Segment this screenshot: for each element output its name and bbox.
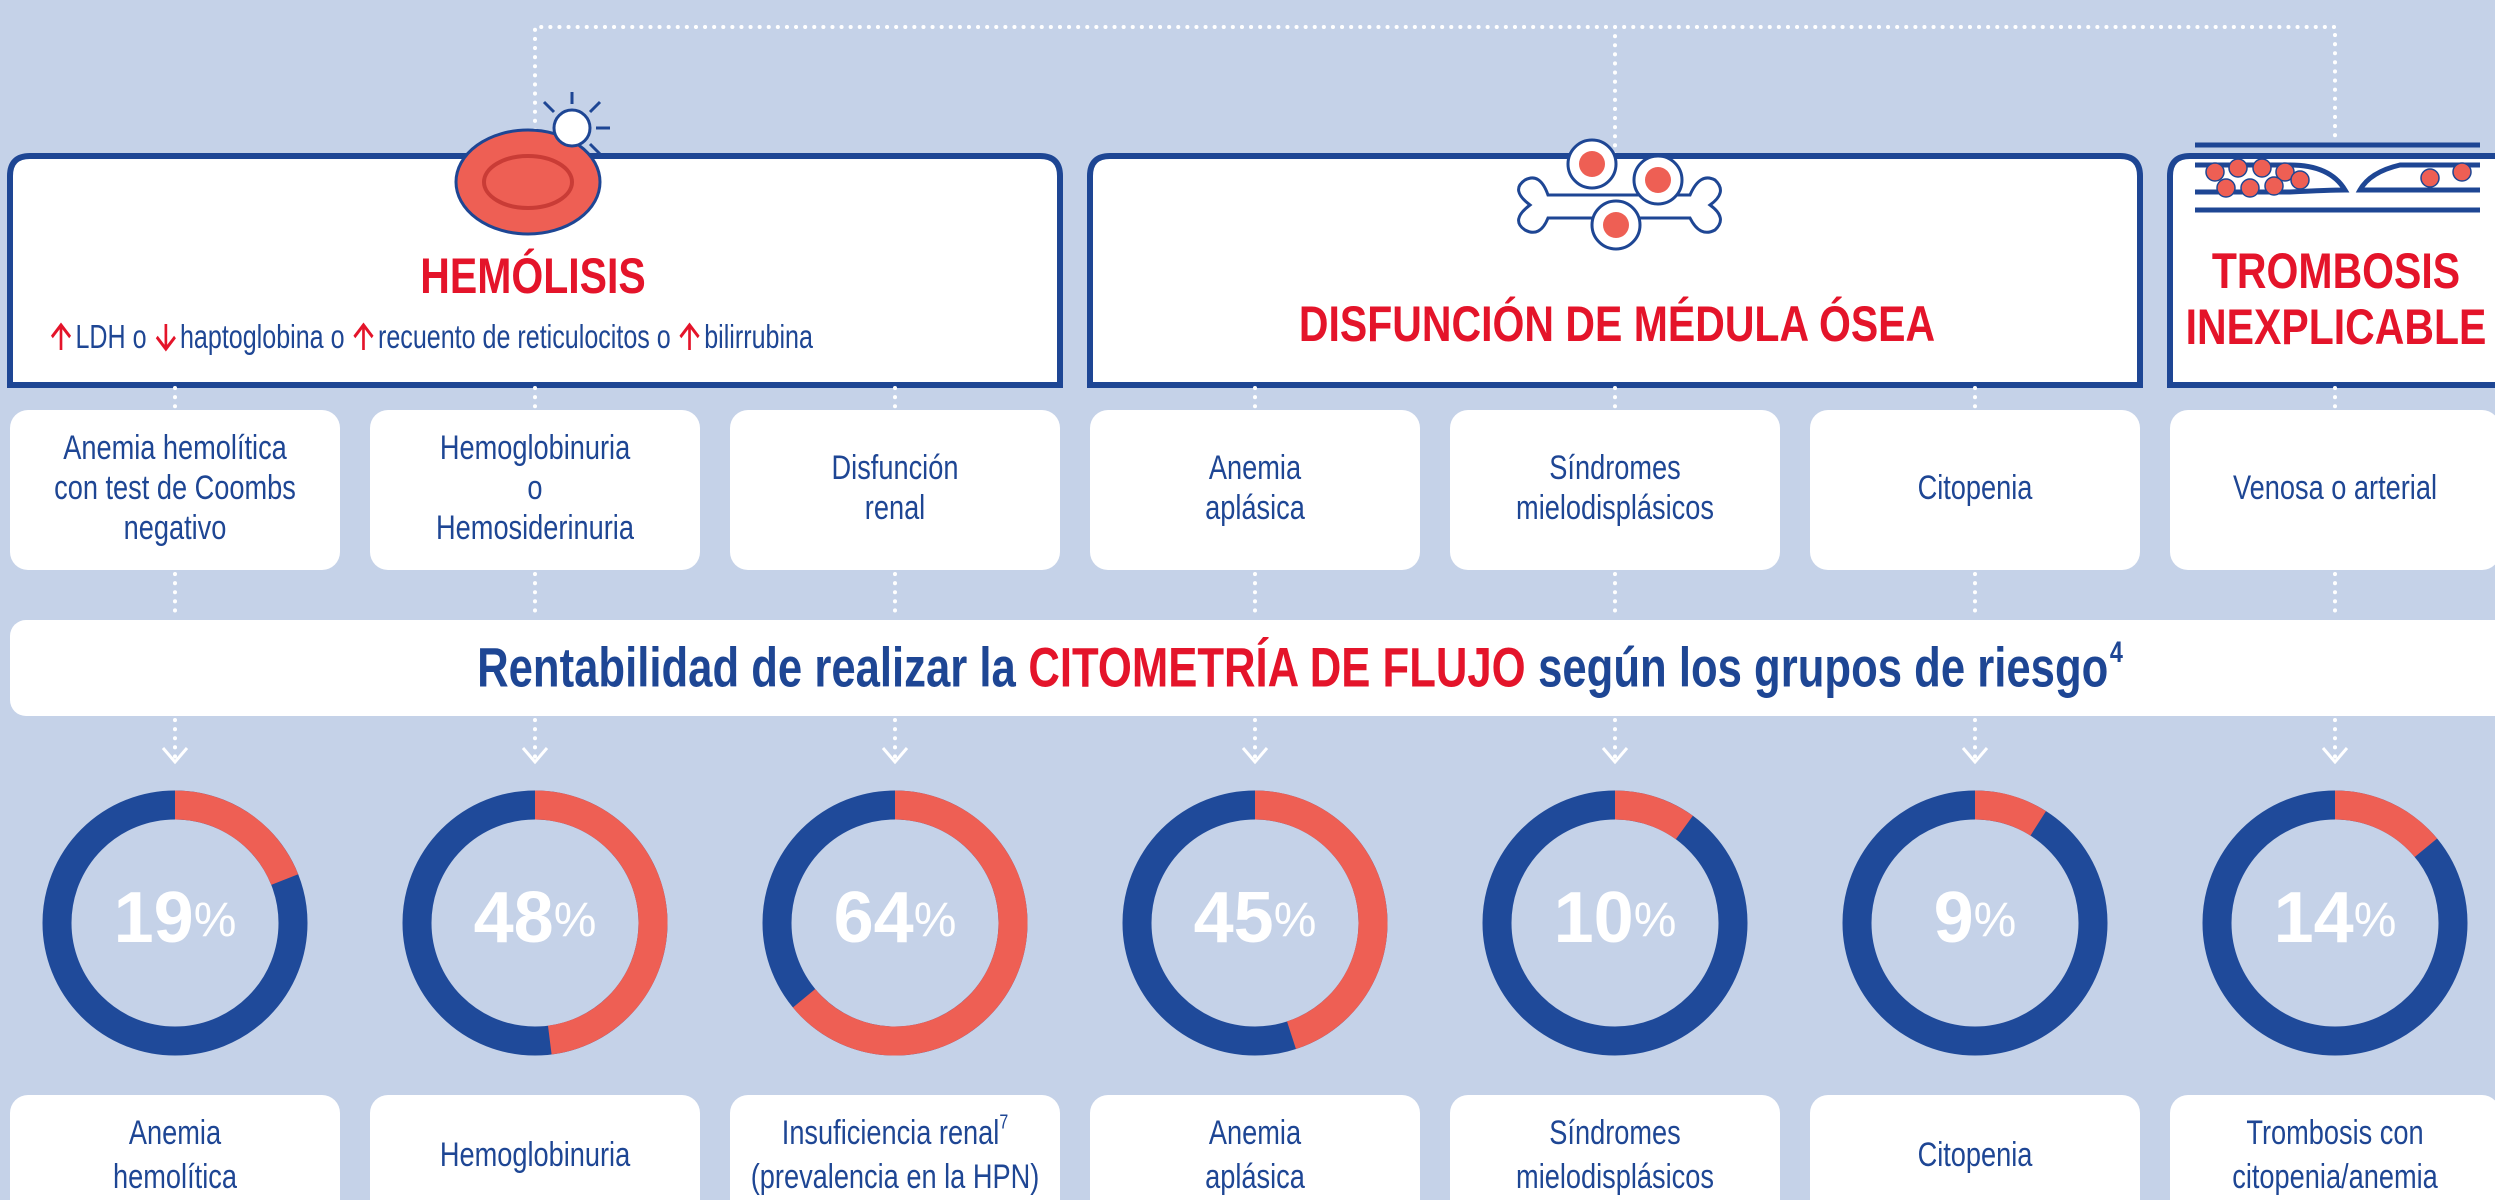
condition-text: Venosa o arterial (2233, 468, 2437, 507)
percent-sign: % (914, 894, 957, 947)
donut-label: Hemoglobinuria (440, 1135, 631, 1174)
condition-text: Anemia (1209, 448, 1302, 487)
arrow-icon (678, 322, 701, 352)
percent-sign: % (1634, 894, 1677, 947)
criterion: haptoglobina o (180, 318, 345, 356)
donut-number: 19 (114, 878, 194, 958)
donut-number: 10 (1554, 878, 1634, 958)
donut-value: 9% (1934, 878, 2017, 958)
donut-label-superscript: 7 (999, 1111, 1008, 1133)
percent-sign: % (194, 894, 237, 947)
donut-value: 45% (1194, 878, 1317, 958)
donut-number: 48 (474, 878, 554, 958)
donut-value: 14% (2274, 878, 2397, 958)
donut-label: Insuficiencia renal7 (782, 1111, 1008, 1152)
donut-arc (1615, 805, 1684, 828)
condition-text: mielodisplásicos (1516, 488, 1714, 527)
condition-text: Disfunción (832, 448, 959, 487)
donut-label: Anemia (1209, 1113, 1302, 1152)
donut-label: hemolítica (113, 1157, 238, 1196)
donut-label: (prevalencia en la HPN) (751, 1157, 1040, 1196)
donut-label: mielodisplásicos (1516, 1157, 1714, 1196)
criterion: LDH o (75, 318, 146, 356)
donut-number: 14 (2274, 878, 2354, 958)
condition-text: Hemosiderinuria (436, 508, 635, 547)
percent-sign: % (554, 894, 597, 947)
donut-arc (2335, 805, 2426, 848)
group-title: HEMÓLISIS (420, 247, 646, 304)
banner-highlight: CITOMETRÍA DE FLUJO (1028, 637, 1525, 699)
donut-value: 64% (834, 878, 957, 958)
percent-sign: % (2354, 894, 2397, 947)
condition-text: Hemoglobinuria (440, 428, 631, 467)
red-cell-icon (456, 92, 610, 234)
donut-label: citopenia/anemia (2232, 1157, 2438, 1196)
hemolysis-criteria: LDH o haptoglobina o recuento de reticuloc… (42, 318, 813, 356)
donut-value: 19% (114, 878, 237, 958)
donut-value: 10% (1554, 878, 1677, 958)
percent-sign: % (1274, 894, 1317, 947)
donut-label-line: Insuficiencia renal (782, 1113, 1000, 1152)
banner-suffix: según los grupos de riesgo (1538, 637, 2108, 699)
condition-text: con test de Coombs (54, 468, 296, 507)
condition-text: Anemia hemolítica (63, 428, 287, 467)
condition-text: o (527, 468, 542, 507)
donut-label: Citopenia (1918, 1135, 2034, 1174)
connector (535, 27, 2335, 156)
banner-superscript: 4 (2110, 635, 2123, 668)
donut-value: 48% (474, 878, 597, 958)
criterion: recuento de reticulocitos o (378, 318, 671, 356)
group-title: DISFUNCIÓN DE MÉDULA ÓSEA (1299, 295, 1935, 352)
donut-arc (1975, 805, 2038, 823)
donut-number: 64 (834, 878, 914, 958)
condition-text: renal (865, 488, 925, 527)
page: Rentabilidad de realizar laCITOMETRÍA DE… (0, 0, 2495, 1200)
condition-text: Síndromes (1549, 448, 1680, 487)
condition-text: aplásica (1205, 488, 1306, 527)
donut-number: 9 (1934, 878, 1974, 958)
group-title: INEXPLICABLE (2186, 299, 2487, 355)
donut-arc (175, 805, 285, 880)
condition-text: Citopenia (1918, 468, 2034, 507)
donut-label: Anemia (129, 1113, 222, 1152)
infographic: Rentabilidad de realizar laCITOMETRÍA DE… (0, 0, 2495, 1200)
arrow-icon (50, 322, 73, 352)
banner-prefix: Rentabilidad de realizar la (477, 637, 1017, 699)
donut-number: 45 (1194, 878, 1274, 958)
donut-label: aplásica (1205, 1157, 1306, 1196)
group-title: TROMBOSIS (2212, 243, 2460, 299)
criterion: bilirrubina (704, 318, 813, 356)
condition-text: negativo (124, 508, 227, 547)
donut-label: Trombosis con (2246, 1113, 2423, 1152)
donut-label: Síndromes (1549, 1113, 1680, 1152)
arrow-icon (352, 322, 375, 352)
percent-sign: % (1974, 894, 2017, 947)
arrow-icon (154, 322, 177, 352)
